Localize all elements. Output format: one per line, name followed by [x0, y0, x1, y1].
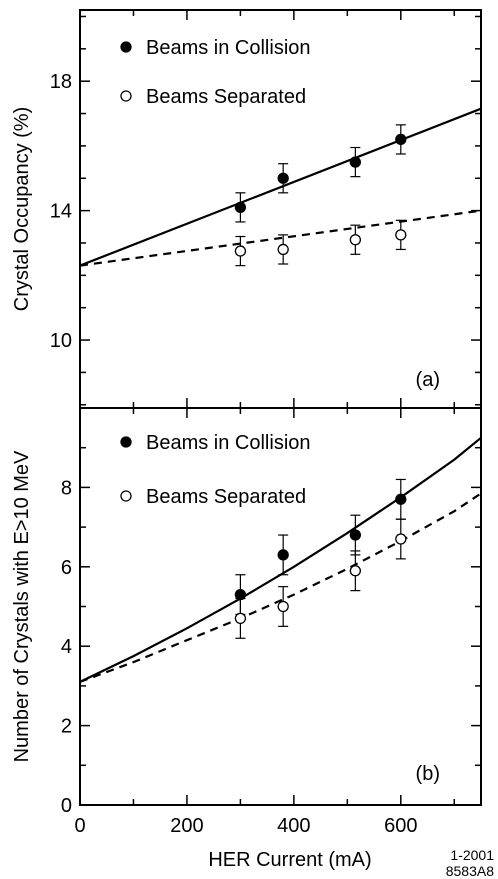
legend-collision-marker: [120, 41, 132, 53]
y-axis-title: Crystal Occupancy (%): [11, 107, 33, 312]
plot-frame: [79, 9, 482, 409]
data-point-separated: [234, 612, 247, 625]
data-point-separated: [395, 533, 407, 545]
fit-line-collision: [80, 436, 481, 683]
y-tick-label: 14: [50, 201, 72, 223]
panel-label: (b): [416, 763, 440, 785]
panel-a-crystal-occupancy: 10 14 18 Crystal Occupancy (%) (a) Beams in C…: [11, 9, 482, 409]
x-axis-title: HER Current (mA): [208, 849, 371, 871]
data-point-separated: [349, 234, 362, 246]
y-axis-title: Number of Crystals with E>10 MeV: [11, 450, 33, 762]
fit-line-separated: [80, 209, 481, 267]
x-tick-label: 600: [384, 815, 417, 837]
data-point-collision: [349, 529, 362, 541]
y-tick-label: 2: [61, 716, 72, 738]
fit-line-separated: [80, 492, 481, 683]
x-tick-label: 0: [74, 815, 85, 837]
y-tick-label: 0: [61, 795, 72, 817]
data-point-collision: [234, 201, 247, 214]
data-point-collision: [349, 156, 362, 168]
figure-code-date: 1-2001: [450, 847, 494, 863]
data-point-separated: [277, 600, 289, 613]
panel-label: (a): [416, 369, 440, 391]
legend-separated-marker: [120, 90, 132, 102]
y-tick-label: 6: [61, 557, 72, 579]
legend-separated-label: Beams Separated: [146, 86, 306, 108]
data-point-collision: [395, 133, 407, 146]
figure-code-id: 8583A8: [446, 863, 494, 879]
legend-separated-label: Beams Separated: [146, 486, 306, 508]
data-point-separated: [277, 243, 289, 256]
y-tick-label: 4: [61, 636, 72, 658]
x-tick-label: 200: [170, 815, 203, 837]
y-tick-label: 10: [50, 330, 72, 352]
data-point-collision: [277, 549, 289, 561]
data-point-separated: [234, 245, 247, 257]
data-point-separated: [349, 565, 362, 577]
legend-collision-label: Beams in Collision: [146, 432, 311, 454]
legend-collision-marker: [120, 436, 132, 448]
x-tick-label: 400: [277, 815, 310, 837]
y-tick-label: 18: [50, 71, 72, 93]
y-tick-label: 8: [61, 477, 72, 499]
fit-line-collision: [80, 107, 481, 267]
legend-collision-label: Beams in Collision: [146, 37, 311, 59]
legend-separated-marker: [120, 490, 132, 502]
data-point-collision: [277, 172, 289, 184]
panel-b-crystals-above-10mev: 0 200 400 600 0 2 4 6 8 Number of Crystals with E…: [11, 407, 482, 837]
data-point-separated: [395, 229, 407, 241]
data-point-collision: [395, 493, 407, 505]
